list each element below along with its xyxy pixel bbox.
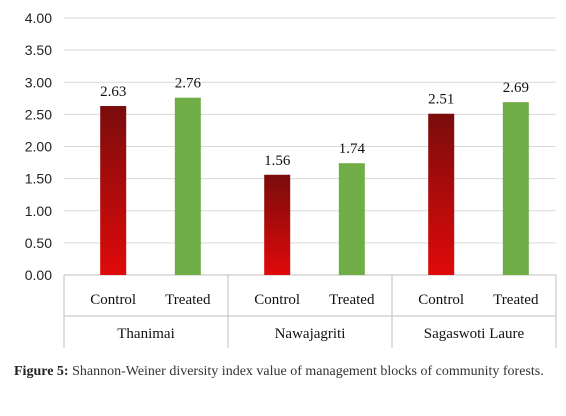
y-tick-label: 3.50 (25, 42, 52, 58)
category-label: Treated (165, 292, 211, 308)
bar-treated (174, 97, 201, 275)
category-label: Treated (329, 292, 375, 308)
bar-control (100, 106, 127, 276)
data-label: 1.74 (339, 141, 366, 157)
data-label: 2.76 (175, 76, 202, 92)
bar-treated (338, 163, 365, 275)
group-label: Thanimai (117, 326, 174, 342)
y-tick-label: 4.00 (25, 10, 52, 26)
data-label: 2.51 (428, 92, 454, 108)
data-label: 2.69 (503, 80, 529, 96)
category-label: Control (418, 292, 464, 308)
y-axis-tick-labels: 0.00 0.50 1.00 1.50 2.00 2.50 3.00 3.50 4.00 (25, 10, 52, 283)
group-label: Sagaswoti Laure (424, 326, 525, 342)
data-label: 2.63 (100, 84, 126, 100)
bar-chart: 0.00 0.50 1.00 1.50 2.00 2.50 3.00 3.50 4.00 2.6… (25, 10, 557, 348)
y-tick-label: 1.00 (25, 203, 52, 219)
category-label: Control (90, 292, 136, 308)
category-label: Control (254, 292, 300, 308)
bar-treated (502, 102, 529, 275)
y-tick-label: 2.00 (25, 139, 52, 155)
data-labels: 2.63 2.76 1.56 1.74 2.51 2.69 (100, 76, 529, 169)
x-axis: Control Treated Thanimai Control Treated Nawa… (63, 275, 557, 348)
category-label: Treated (493, 292, 539, 308)
bar-control (428, 113, 455, 275)
figure-caption-label: Figure 5: (14, 364, 69, 379)
y-tick-label: 2.50 (25, 106, 52, 122)
gridlines (64, 17, 556, 276)
y-tick-label: 1.50 (25, 171, 52, 187)
bars (100, 97, 529, 276)
y-tick-label: 3.00 (25, 74, 52, 90)
figure-caption: Figure 5: Shannon-Weiner diversity index… (14, 362, 554, 381)
y-tick-label: 0.00 (25, 267, 52, 283)
data-label: 1.56 (264, 153, 291, 169)
bar-control (264, 174, 291, 275)
y-tick-label: 0.50 (25, 235, 52, 251)
figure-caption-text: Shannon-Weiner diversity index value of … (68, 364, 544, 379)
group-label: Nawajagriti (275, 326, 346, 342)
